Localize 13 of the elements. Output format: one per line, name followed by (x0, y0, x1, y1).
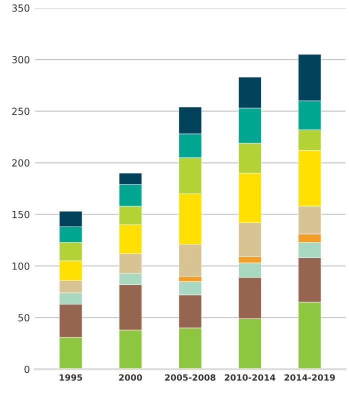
x-tick-label: 1995 (60, 374, 82, 381)
x-tick-label: 2000 (119, 374, 142, 381)
y-tick-label: 300 (12, 56, 30, 64)
y-tick-label: 150 (12, 210, 30, 218)
y-tick-label: 50 (18, 314, 30, 322)
y-tick-label: 250 (12, 108, 30, 115)
y-tick-label: 100 (12, 262, 30, 270)
x-tick-label: 2014-2019 (284, 374, 335, 381)
x-tick-label: 2010-2014 (224, 374, 276, 381)
y-tick-label: 0 (24, 366, 30, 374)
x-tick-label: 2005-2008 (165, 374, 216, 381)
y-tick-label: 200 (12, 159, 30, 167)
y-tick-label: 350 (12, 4, 30, 12)
